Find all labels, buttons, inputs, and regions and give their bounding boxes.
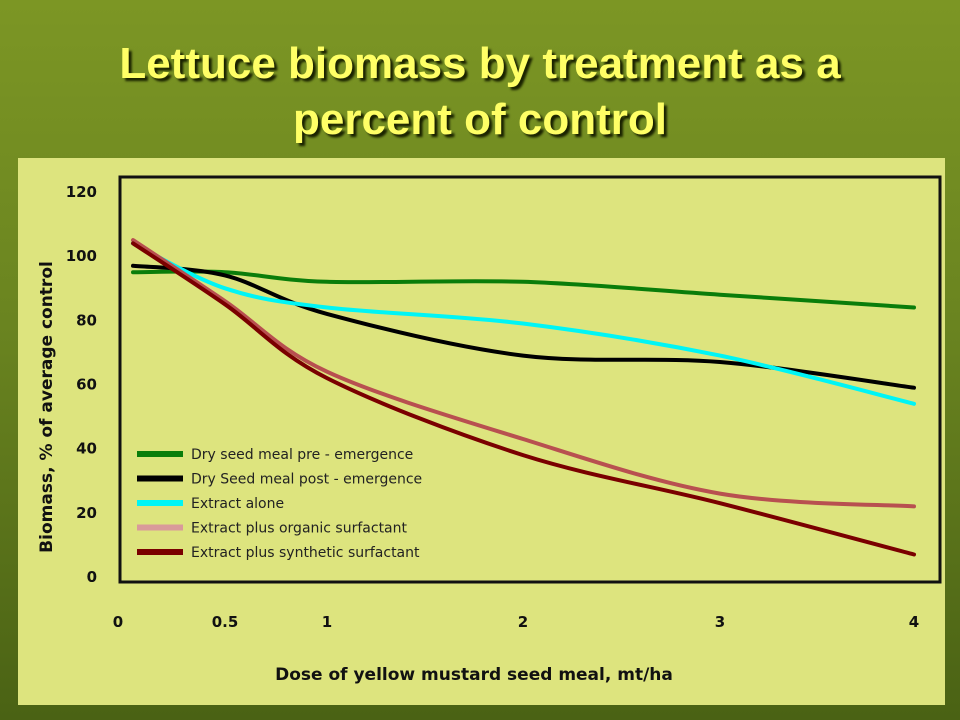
slide-title: Lettuce biomass by treatment as a percen… — [0, 36, 960, 148]
y-tick-label: 0 — [87, 568, 97, 586]
legend-label: Extract alone — [191, 496, 284, 512]
series-line-2 — [131, 263, 916, 390]
x-tick-label: 2 — [518, 613, 528, 631]
x-tick-label: 0.5 — [212, 613, 239, 631]
legend-label: Extract plus synthetic surfactant — [191, 545, 420, 561]
plot-area-border — [118, 175, 942, 584]
plot-frame — [118, 175, 942, 584]
y-tick-label: 80 — [76, 311, 97, 329]
legend-label: Dry Seed meal post - emergence — [191, 472, 422, 488]
legend-label: Dry seed meal pre - emergence — [191, 447, 413, 463]
series-line-4 — [131, 238, 916, 509]
chart-panel — [18, 158, 945, 705]
series-line-1 — [131, 269, 916, 310]
tick-layer: 0 20 40 60 80 100 120 0 0.5 1 2 3 4 — [66, 183, 920, 631]
series-layer — [131, 238, 916, 557]
x-tick-label: 1 — [322, 613, 332, 631]
y-tick-label: 20 — [76, 504, 97, 522]
x-tick-label: 0 — [113, 613, 123, 631]
y-tick-label: 40 — [76, 440, 97, 458]
y-axis-title: Biomass, % of average control — [37, 261, 57, 553]
x-tick-label: 3 — [715, 613, 725, 631]
title-line-1: Lettuce biomass by treatment as a — [119, 39, 841, 88]
x-axis-title: Dose of yellow mustard seed meal, mt/ha — [275, 665, 673, 685]
y-tick-label: 120 — [66, 183, 97, 201]
y-tick-label: 100 — [66, 247, 97, 265]
legend: Dry seed meal pre - emergence Dry Seed me… — [137, 447, 422, 561]
x-tick-label: 4 — [909, 613, 919, 631]
series-line-3 — [131, 241, 916, 406]
title-line-2: percent of control — [292, 95, 668, 144]
y-tick-label: 60 — [76, 376, 97, 394]
legend-label: Extract plus organic surfactant — [191, 521, 408, 537]
series-line-5 — [131, 241, 916, 557]
